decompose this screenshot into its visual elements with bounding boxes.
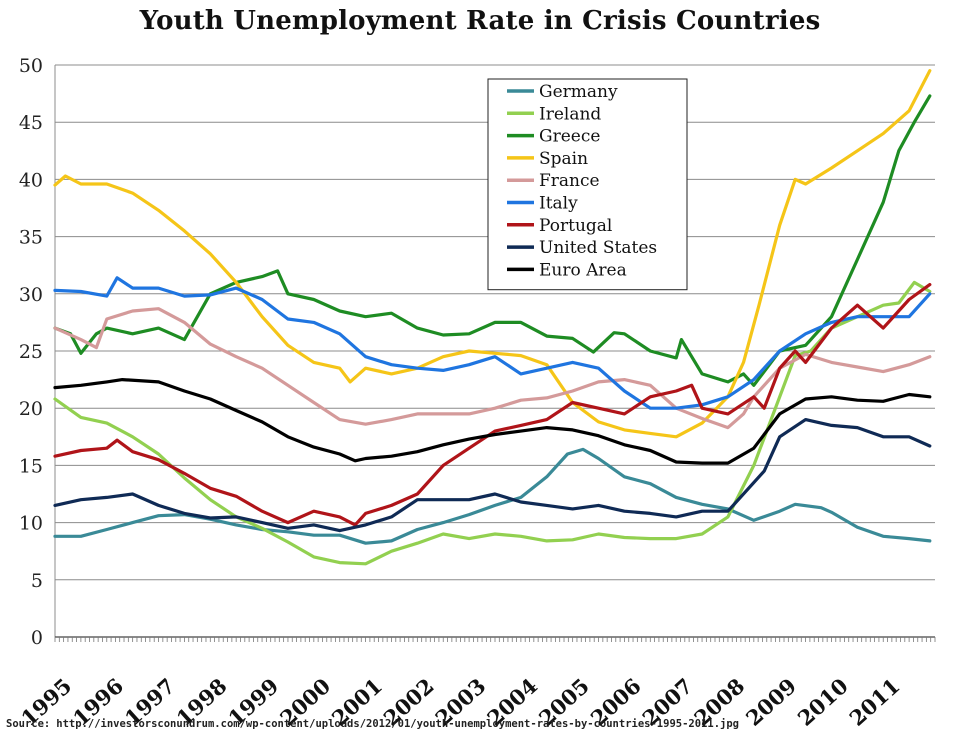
source-url: http://investorsconundrum.com/wp-content… — [56, 718, 739, 730]
y-tick-label: 0 — [31, 627, 43, 649]
y-tick-label: 5 — [31, 570, 43, 592]
source-note: Source: http://investorsconundrum.com/wp-… — [6, 718, 739, 730]
legend-label: Germany — [539, 82, 618, 102]
grid-lines — [55, 64, 935, 581]
series-line-portugal — [53, 283, 932, 527]
x-tick-label: 2009 — [741, 673, 801, 731]
legend-label: Ireland — [539, 104, 601, 124]
y-tick-label: 20 — [19, 398, 43, 420]
legend-label: Euro Area — [539, 260, 627, 280]
x-tick-label: 2011 — [844, 673, 904, 731]
series-line-france — [53, 307, 932, 430]
legend-label: France — [539, 171, 600, 191]
y-tick-label: 45 — [19, 112, 43, 134]
series-line-euro-area — [53, 378, 932, 465]
legend-label: Italy — [539, 194, 578, 214]
series-line-germany — [53, 447, 932, 545]
source-label: Source: — [6, 718, 51, 730]
y-tick-label: 35 — [19, 227, 43, 249]
chart-title: Youth Unemployment Rate in Crisis Countr… — [139, 6, 821, 36]
legend-label: Spain — [539, 149, 588, 169]
series-line-spain — [53, 69, 932, 439]
legend-label: Greece — [539, 127, 600, 147]
y-axis-ticks: 0 5 10 15 20 25 30 35 40 45 50 — [19, 55, 43, 649]
y-tick-label: 50 — [19, 55, 43, 77]
y-tick-label: 40 — [19, 169, 43, 191]
y-tick-label: 25 — [19, 341, 43, 363]
y-tick-label: 10 — [19, 513, 43, 535]
y-tick-label: 15 — [19, 455, 43, 477]
series-line-italy — [53, 276, 932, 410]
legend-label: United States — [539, 238, 657, 258]
x-tick-label: 2010 — [793, 673, 853, 731]
series-line-united-states — [53, 418, 932, 533]
series-lines — [53, 69, 932, 566]
series-line-ireland — [53, 280, 932, 566]
legend-label: Portugal — [539, 216, 612, 236]
axes — [54, 65, 936, 642]
y-tick-label: 30 — [19, 284, 43, 306]
